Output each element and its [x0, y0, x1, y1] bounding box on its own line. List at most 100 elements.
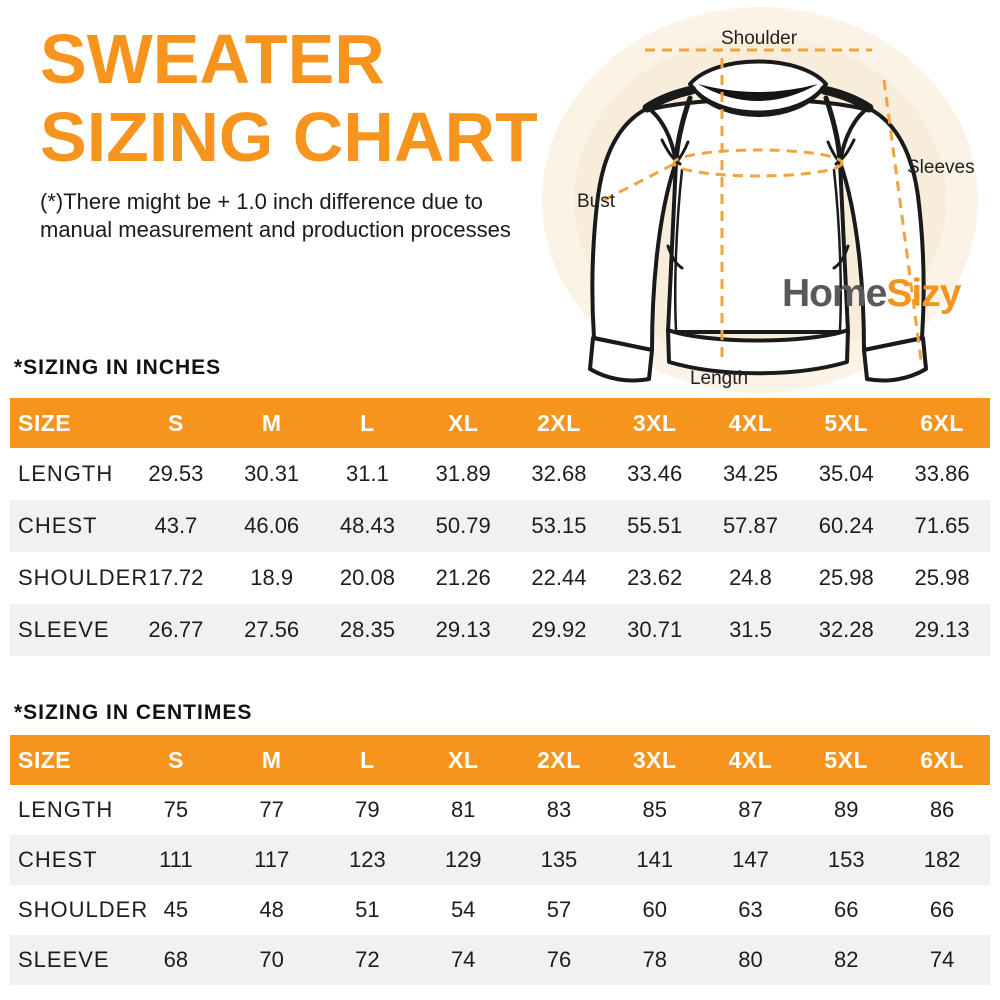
size-value-cell: 31.1	[346, 461, 389, 486]
bust-measure-ellipse	[672, 148, 844, 178]
size-value-cell: 29.53	[148, 461, 204, 486]
row-label: LENGTH	[18, 797, 114, 822]
column-header-xl: XL	[415, 735, 512, 785]
size-value-cell: 60.24	[818, 513, 874, 538]
size-value-cell: 43.7	[154, 513, 198, 538]
size-value-cell: 76	[546, 947, 572, 972]
column-header-5xl: 5XL	[798, 398, 895, 448]
size-value-cell: 32.28	[818, 617, 874, 642]
size-value-cell: 20.08	[339, 565, 395, 590]
size-value-cell: 80	[738, 947, 763, 972]
inches-section-title: *SIZING IN INCHES	[14, 356, 222, 379]
size-value-cell: 29.92	[531, 617, 587, 642]
cm-section-title: *SIZING IN CENTIMES	[14, 701, 253, 724]
size-value-cell: 147	[732, 847, 769, 872]
column-header-m: M	[223, 398, 320, 448]
bust-pointer-line	[603, 162, 675, 202]
bust-label: Bust	[577, 191, 616, 212]
size-value-cell: 51	[355, 897, 380, 922]
size-value-cell: 82	[834, 947, 859, 972]
size-value-cell: 24.8	[729, 565, 772, 590]
size-value-cell: 111	[159, 847, 193, 872]
disclaimer-line1: (*)There might be + 1.0 inch difference …	[40, 189, 483, 214]
size-value-cell: 79	[355, 797, 380, 822]
size-value-cell: 182	[923, 847, 961, 872]
size-value-cell: 55.51	[627, 513, 683, 538]
length-label: Length	[689, 368, 749, 389]
column-header-s: S	[128, 735, 224, 785]
row-label: CHEST	[18, 513, 98, 538]
size-value-cell: 29.13	[914, 617, 970, 642]
size-value-cell: 46.06	[244, 513, 300, 538]
size-value-cell: 70	[259, 947, 284, 972]
page-title-line2: SIZING CHART	[40, 98, 538, 176]
row-label: SHOULDER	[18, 565, 149, 590]
size-value-cell: 23.62	[627, 565, 683, 590]
size-value-cell: 153	[827, 847, 865, 872]
size-value-cell: 89	[834, 797, 859, 822]
size-value-cell: 29.13	[435, 617, 491, 642]
column-header-3xl: 3XL	[606, 735, 703, 785]
size-value-cell: 60	[642, 897, 667, 922]
sweater-illustration	[542, 7, 978, 393]
size-value-cell: 33.46	[627, 461, 683, 486]
table-row-length: LENGTH 29.53 30.31 31.1 31.89 32.68 33.46 34.25…	[10, 448, 990, 500]
hero-section: SWEATER SIZING CHART (*)There might be +…	[0, 0, 1000, 398]
size-value-cell: 28.35	[339, 617, 395, 642]
column-header-3xl: 3XL	[606, 398, 703, 448]
table-row-length: LENGTH 75 77 79 81 83 85 87 89 86	[10, 785, 990, 835]
table-header-row: SIZE S M L XL 2XL 3XL 4XL 5XL 6XL	[10, 735, 990, 785]
table-header-row: SIZE S M L XL 2XL 3XL 4XL 5XL 6XL	[10, 398, 990, 448]
row-label: SLEEVE	[18, 947, 110, 972]
row-label: SHOULDER	[18, 897, 149, 922]
size-value-cell: 25.98	[914, 565, 970, 590]
row-label: LENGTH	[18, 461, 114, 486]
size-value-cell: 78	[642, 947, 667, 972]
column-header-6xl: 6XL	[894, 735, 990, 785]
size-value-cell: 81	[450, 797, 476, 822]
size-value-cell: 83	[546, 797, 572, 822]
column-header-2xl: 2XL	[511, 735, 607, 785]
size-value-cell: 17.72	[148, 565, 204, 590]
size-value-cell: 71.65	[914, 513, 970, 538]
size-value-cell: 30.71	[627, 617, 683, 642]
size-value-cell: 135	[540, 847, 578, 872]
size-value-cell: 74	[929, 947, 955, 972]
size-value-cell: 21.26	[435, 565, 491, 590]
page-title-line1: SWEATER	[40, 20, 385, 98]
size-value-cell: 117	[254, 847, 290, 872]
size-value-cell: 86	[929, 797, 955, 822]
size-value-cell: 30.31	[244, 461, 300, 486]
size-value-cell: 31.5	[729, 617, 772, 642]
size-value-cell: 45	[163, 897, 189, 922]
size-value-cell: 85	[642, 797, 667, 822]
table-row-chest: CHEST 43.7 46.06 48.43 50.79 53.15 55.51 57.87 6…	[10, 500, 990, 552]
size-value-cell: 57.87	[722, 513, 778, 538]
column-header-l: L	[319, 735, 416, 785]
column-header-2xl: 2XL	[511, 398, 607, 448]
size-value-cell: 72	[355, 947, 380, 972]
column-header-l: L	[319, 398, 416, 448]
row-label: SLEEVE	[18, 617, 110, 642]
sizing-table-inches: SIZE S M L XL 2XL 3XL 4XL 5XL 6XL LENGTH 29.53 30.3…	[10, 398, 990, 656]
shoulder-label: Shoulder	[720, 28, 798, 49]
table-row-sleeve: SLEEVE 26.77 27.56 28.35 29.13 29.92 30.71 31.5…	[10, 604, 990, 656]
sweater-drawing	[588, 59, 928, 383]
sizing-table-centimeters: SIZE S M L XL 2XL 3XL 4XL 5XL 6XL LENGTH 75 77 79 81 8…	[10, 735, 990, 985]
size-value-cell: 129	[444, 847, 482, 872]
size-value-cell: 57	[546, 897, 572, 922]
size-value-cell: 48	[259, 897, 284, 922]
size-value-cell: 63	[738, 897, 763, 922]
size-value-cell: 54	[450, 897, 476, 922]
size-value-cell: 53.15	[531, 513, 587, 538]
homesizy-logo: HomeSizy	[782, 272, 961, 316]
column-header-4xl: 4XL	[702, 398, 799, 448]
column-header-size: SIZE	[10, 398, 128, 448]
size-value-cell: 48.43	[339, 513, 395, 538]
page-title: SWEATER SIZING CHART	[40, 20, 538, 176]
size-value-cell: 75	[163, 797, 189, 822]
column-header-s: S	[128, 398, 224, 448]
sleeve-measure-line	[882, 79, 923, 361]
table-row-shoulder: SHOULDER 17.72 18.9 20.08 21.26 22.44 23.62 24.…	[10, 552, 990, 604]
